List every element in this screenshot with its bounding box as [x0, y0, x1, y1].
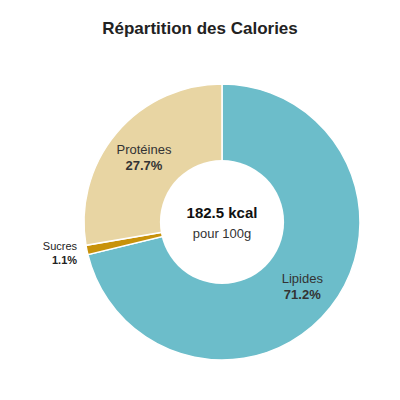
data-label: 1.1%	[52, 254, 77, 266]
slice-label: Sucres	[43, 240, 78, 252]
slice-label: Lipides	[282, 271, 324, 286]
slice-label: Protéines	[116, 142, 171, 157]
data-label: 27.7%	[125, 158, 162, 173]
slice-labels: Lipides71.2% Sucres 1.1% Protéines27.7%	[43, 142, 324, 302]
chart-container: Répartition des Calories Lipides71.2% Sucr…	[0, 0, 400, 400]
title: Répartition des Calories	[102, 19, 298, 38]
center-annotation: pour 100g	[193, 226, 252, 241]
center-disc	[160, 160, 284, 284]
chart-svg: Répartition des Calories Lipides71.2% Sucr…	[0, 0, 400, 400]
data-label: 71.2%	[284, 287, 321, 302]
center-annotation: 182.5 kcal	[187, 204, 258, 221]
slices	[84, 84, 360, 360]
